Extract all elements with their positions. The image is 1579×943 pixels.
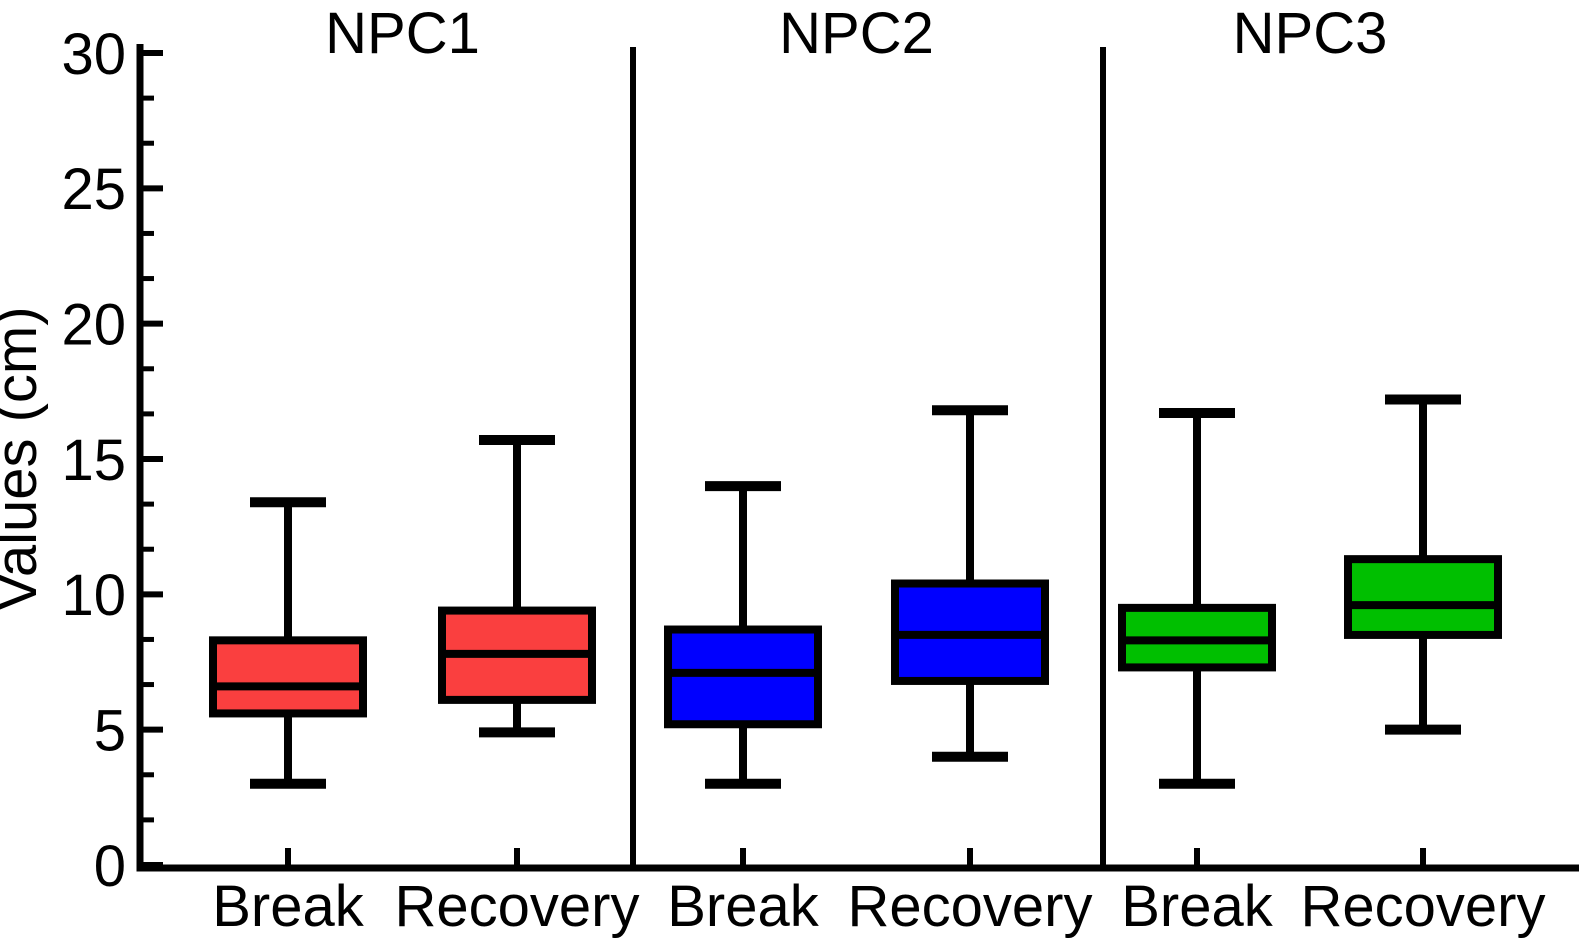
x-category-label: Recovery [848, 874, 1093, 939]
x-category-label: Recovery [395, 874, 640, 939]
box-iqr [209, 636, 367, 718]
panel-title: NPC2 [779, 1, 934, 66]
box-iqr [664, 625, 822, 729]
y-axis-label: Values (cm) [0, 306, 49, 611]
x-category-label: Break [667, 874, 820, 939]
x-category-label: Break [1121, 874, 1274, 939]
y-tick-label: 30 [61, 22, 126, 87]
y-tick-label: 20 [61, 293, 126, 358]
y-tick-label: 0 [94, 834, 126, 899]
y-tick-label: 15 [61, 428, 126, 493]
panel-title: NPC3 [1233, 1, 1388, 66]
panel-title: NPC1 [325, 1, 480, 66]
x-category-label: Break [212, 874, 365, 939]
y-tick-label: 25 [61, 157, 126, 222]
box-iqr [1344, 555, 1502, 639]
y-tick-label: 5 [94, 699, 126, 764]
x-category-label: Recovery [1301, 874, 1546, 939]
y-tick-label: 10 [61, 563, 126, 628]
